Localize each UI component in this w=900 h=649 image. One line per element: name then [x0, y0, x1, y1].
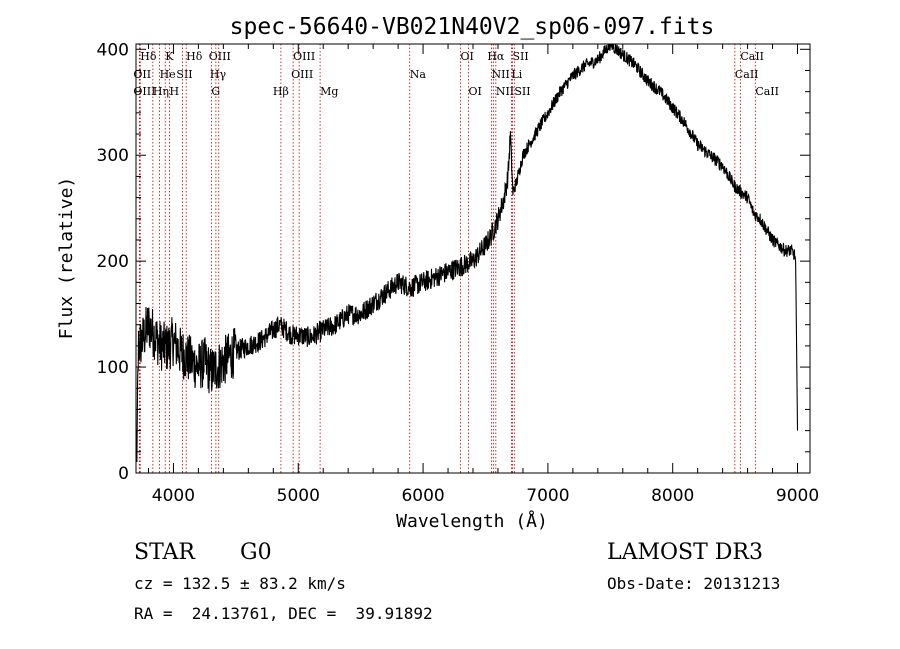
chart-title: spec-56640-VB021N40V2_sp06-097.fits: [230, 14, 715, 40]
object-class: STAR: [134, 540, 195, 565]
marker-label-12: Hβ: [273, 85, 289, 98]
marker-label-23: Li: [511, 68, 522, 81]
marker-label-7: SII: [176, 68, 192, 81]
y-tick-label-1: 100: [97, 358, 129, 378]
marker-label-6: H: [169, 85, 179, 98]
marker-label-22: SII: [512, 50, 528, 63]
marker-label-4: Hη: [153, 85, 169, 98]
marker-label-13: OIII: [293, 50, 315, 63]
marker-label-9: OIII: [209, 50, 231, 63]
redshift-cz: cz = 132.5 ± 83.2 km/s: [134, 574, 346, 593]
y-tick-label-0: 0: [118, 464, 129, 484]
marker-label-0: Hδ: [140, 50, 157, 63]
x-tick-label-2: 6000: [401, 486, 444, 506]
x-tick-labels: 4000 5000 6000 7000 8000 9000: [152, 486, 819, 506]
marker-label-14: OIII: [291, 68, 313, 81]
x-tick-label-0: 4000: [152, 486, 195, 506]
marker-label-3: He: [160, 68, 176, 81]
x-tick-label-1: 5000: [277, 486, 320, 506]
x-tick-label-5: 9000: [776, 486, 819, 506]
survey-name: LAMOST DR3: [607, 540, 763, 565]
y-axis-label: Flux (relative): [56, 177, 77, 340]
marker-label-19: Hα: [487, 50, 505, 63]
marker-label-16: Na: [410, 68, 427, 81]
marker-label-8: Hδ: [186, 50, 203, 63]
y-tick-label-2: 200: [97, 252, 129, 272]
x-axis-label: Wavelength (Å): [396, 510, 548, 532]
marker-label-5: K: [165, 50, 174, 63]
marker-label-17: OI: [461, 50, 474, 63]
marker-label-25: CaII: [740, 50, 764, 63]
y-tick-label-3: 300: [97, 146, 129, 166]
marker-label-2: OIII: [133, 85, 155, 98]
coordinates: RA = 24.13761, DEC = 39.91892: [134, 604, 433, 623]
marker-label-10: Hγ: [210, 68, 227, 81]
object-subclass: G0: [240, 540, 272, 565]
flux-series-line: [135, 43, 799, 463]
marker-label-1: OII: [133, 68, 151, 81]
x-tick-label-3: 7000: [526, 486, 569, 506]
marker-label-15: Mg: [320, 85, 338, 98]
y-tick-labels: 0 100 200 300 400: [97, 40, 129, 484]
marker-label-18: OI: [469, 85, 482, 98]
marker-label-26: CaII: [735, 68, 759, 81]
y-tick-label-4: 400: [97, 40, 129, 60]
marker-label-21: NII: [496, 85, 514, 98]
plot-frame: [135, 43, 811, 474]
marker-label-20: NII: [491, 68, 509, 81]
marker-label-27: CaII: [755, 85, 779, 98]
x-tick-label-4: 8000: [651, 486, 694, 506]
marker-label-24: SII: [514, 85, 530, 98]
marker-label-11: G: [211, 85, 220, 98]
observation-date: Obs-Date: 20131213: [607, 574, 781, 593]
